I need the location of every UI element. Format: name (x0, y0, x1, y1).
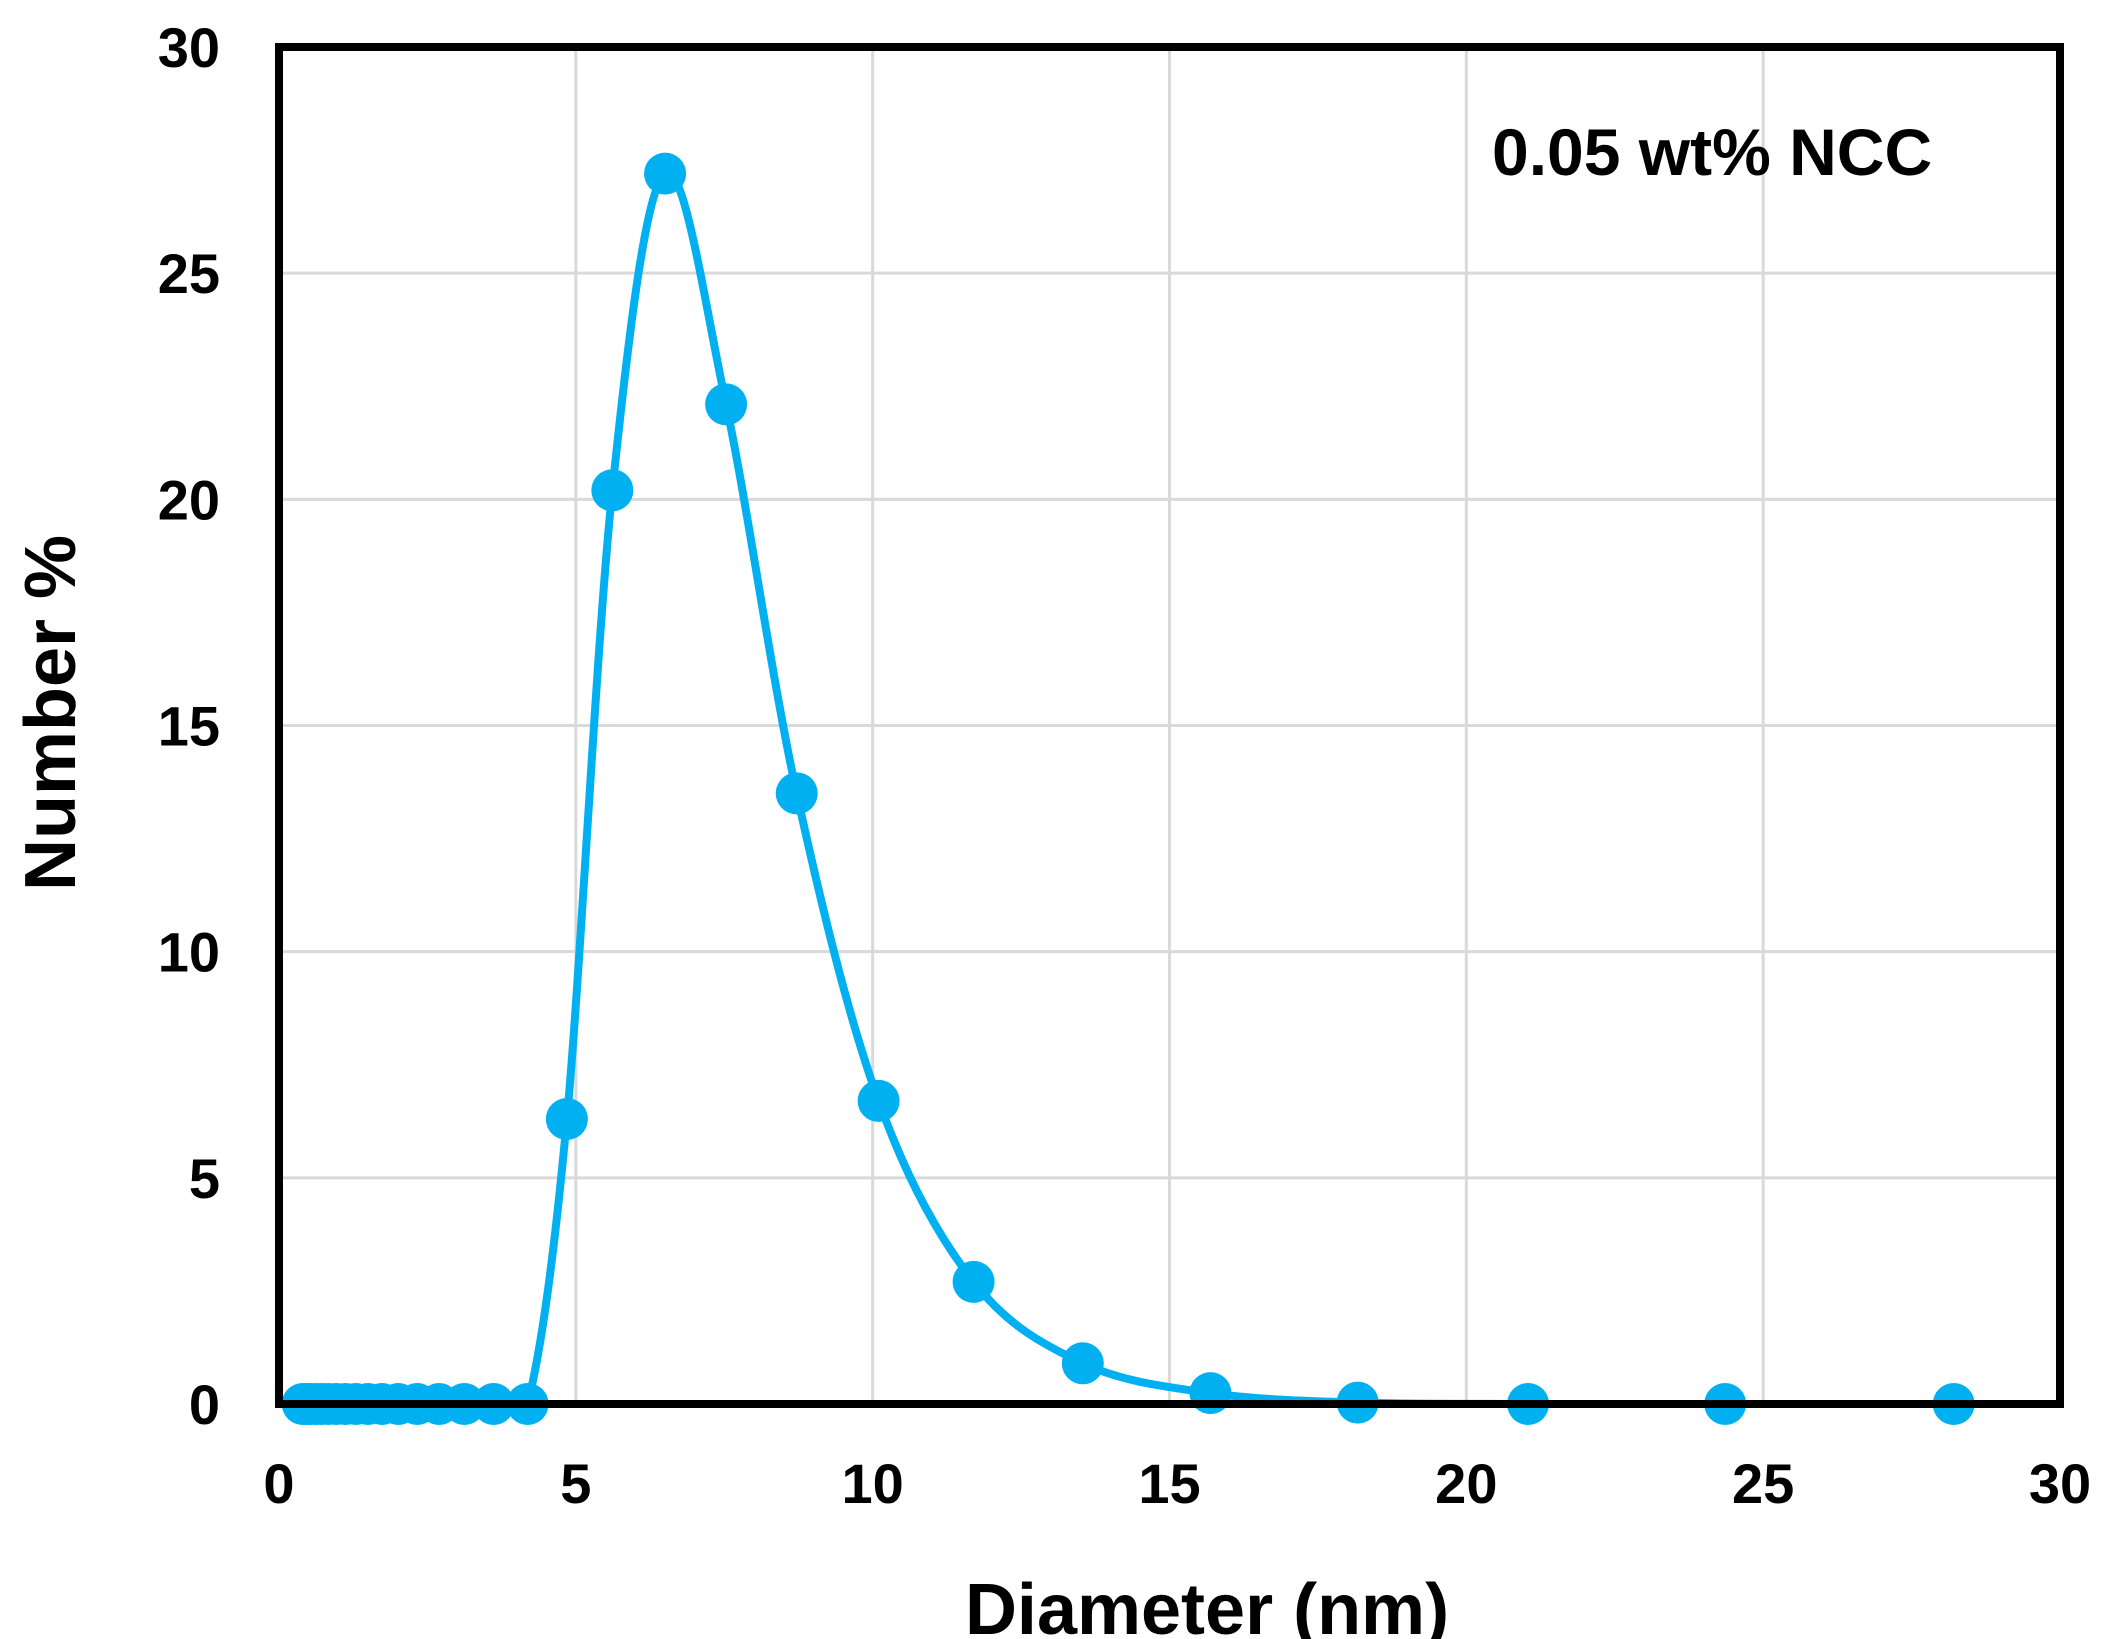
data-point-marker (775, 772, 818, 815)
y-tick-label: 5 (189, 1147, 220, 1210)
x-tick-label: 10 (842, 1452, 904, 1515)
y-tick-label: 30 (158, 16, 220, 79)
data-point-marker (705, 383, 748, 426)
y-tick-label: 10 (158, 921, 220, 984)
x-axis-ticks: 0 5 10 15 20 25 30 (263, 1452, 2091, 1515)
x-tick-label: 20 (1435, 1452, 1497, 1515)
x-tick-label: 5 (560, 1452, 591, 1515)
y-axis-title: Number % (11, 535, 91, 891)
x-tick-label: 15 (1138, 1452, 1200, 1515)
x-axis-title: Diameter (nm) (965, 1570, 1449, 1639)
gridlines (279, 47, 2060, 1404)
data-point-marker (545, 1098, 588, 1141)
plot-frame (275, 43, 2064, 1408)
series-line (298, 168, 2064, 1409)
data-point-marker (857, 1079, 900, 1122)
data-point-marker (952, 1260, 995, 1303)
x-tick-label: 25 (1732, 1452, 1794, 1515)
series-markers (281, 152, 1975, 1425)
data-point-marker (1061, 1342, 1104, 1385)
y-axis-ticks: 0 5 10 15 20 25 30 (158, 16, 220, 1436)
y-tick-label: 0 (189, 1373, 220, 1436)
data-point-marker (644, 152, 687, 195)
annotation-label: 0.05 wt% NCC (1492, 115, 1932, 189)
x-tick-label: 30 (2029, 1452, 2091, 1515)
data-point-marker (591, 469, 634, 512)
y-tick-label: 25 (158, 242, 220, 305)
y-tick-label: 20 (158, 468, 220, 531)
y-tick-label: 15 (158, 695, 220, 758)
x-tick-label: 0 (263, 1452, 294, 1515)
